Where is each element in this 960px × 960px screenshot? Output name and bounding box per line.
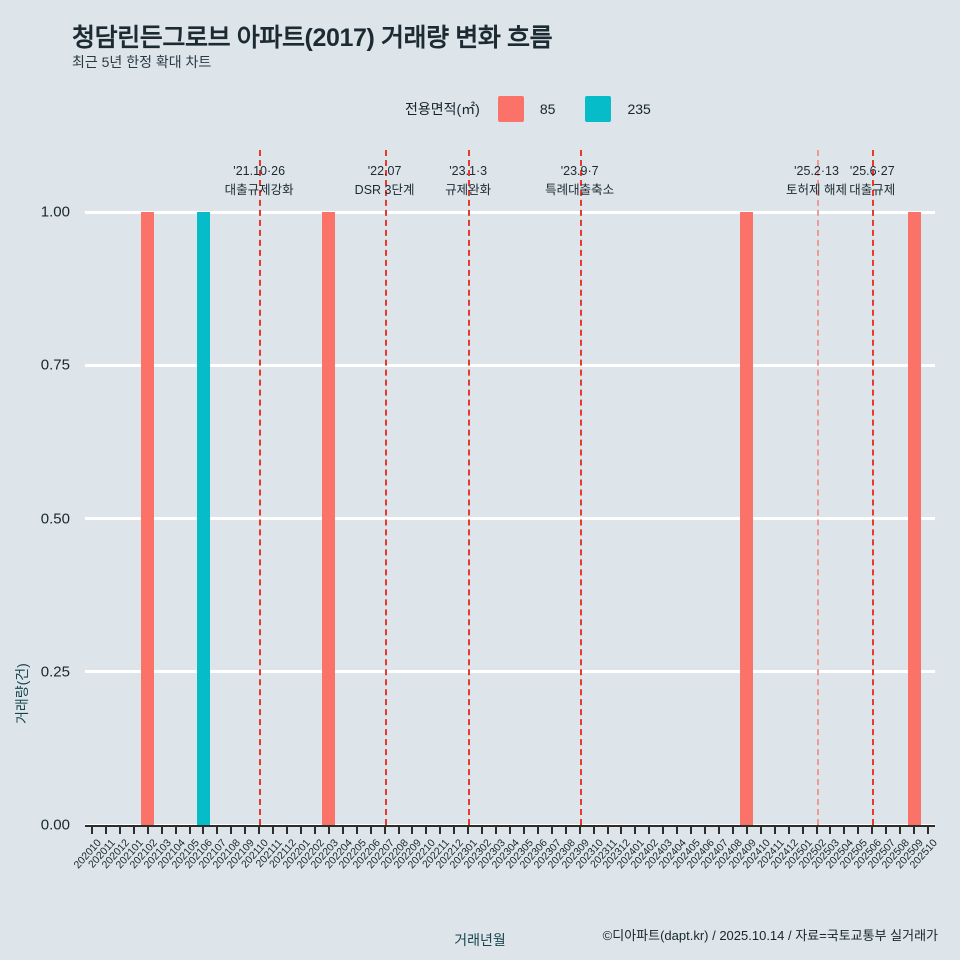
legend-label: 235: [627, 101, 651, 117]
y-tick-label: 0.25: [40, 663, 70, 681]
x-tick: [216, 826, 219, 834]
x-tick: [634, 826, 637, 834]
x-tick: [704, 826, 707, 834]
plot-area: '21.10·26 대출규제강화 '22.07 DSR 3단계 '23.1·3 규제완화 '…: [85, 150, 935, 827]
x-tick: [509, 826, 511, 834]
x-tick: [341, 826, 344, 834]
x-tick: [662, 826, 665, 834]
gridline: [85, 210, 935, 214]
x-tick: [648, 826, 651, 834]
y-tick-label: 0.50: [40, 510, 70, 527]
x-tick: [857, 826, 860, 834]
x-tick: [899, 826, 902, 834]
x-tick: [313, 826, 316, 834]
event-line-202309: [579, 150, 582, 825]
x-tick: [90, 826, 93, 834]
bar-85-202509[interactable]: [907, 212, 921, 825]
x-tick: [522, 826, 525, 834]
gridline: [85, 670, 935, 674]
x-tick: [690, 826, 693, 834]
x-tick: [495, 826, 498, 834]
event-line-202502: [816, 150, 819, 825]
x-tick: [132, 826, 135, 834]
x-tick: [843, 826, 846, 834]
legend-label: 85: [539, 101, 556, 117]
chart-legend: 전용면적(㎡) 85 235: [405, 96, 681, 122]
x-tick: [244, 826, 247, 834]
x-tick: [272, 826, 275, 834]
x-tick: [258, 826, 261, 834]
y-axis-title: 거래량(건): [14, 663, 30, 724]
x-tick: [578, 826, 581, 834]
event-line-202110: [259, 150, 262, 825]
x-tick: [202, 826, 205, 834]
x-tick: [885, 826, 888, 834]
event-line-202506: [872, 150, 875, 825]
y-tick-label: 1.00: [40, 203, 70, 221]
x-tick: [759, 826, 762, 834]
legend-swatch-icon: [585, 96, 612, 122]
event-line-202301: [468, 150, 471, 825]
page-subtitle: 최근 5년 한정 확대 차트: [72, 54, 212, 70]
x-tick: [550, 826, 553, 834]
x-tick: [606, 826, 609, 834]
x-tick: [801, 826, 804, 834]
x-tick: [731, 826, 734, 834]
x-tick: [383, 826, 386, 834]
x-tick: [676, 826, 679, 834]
bar-235-202106[interactable]: [196, 212, 210, 825]
x-tick: [355, 826, 358, 834]
x-axis-title: 거래년월: [454, 932, 506, 948]
x-tick: [118, 826, 121, 834]
x-tick: [718, 826, 721, 834]
x-tick: [425, 826, 428, 834]
x-tick: [453, 826, 456, 834]
x-tick: [620, 826, 623, 834]
x-tick: [146, 826, 149, 834]
x-tick: [104, 826, 107, 834]
legend-swatch-icon: [497, 96, 524, 122]
legend-item-235[interactable]: 235: [585, 96, 674, 122]
x-tick: [160, 826, 163, 834]
x-tick: [815, 826, 818, 834]
x-tick: [467, 826, 470, 834]
gridline: [85, 517, 935, 520]
x-tick: [369, 826, 372, 834]
bar-85-202203[interactable]: [322, 212, 336, 825]
y-axis: 거래량(건) 0.00 0.25 0.50 0.75 1.00: [0, 204, 78, 834]
x-tick: [773, 826, 776, 834]
gridline: [85, 363, 935, 367]
legend-items: 85 235: [497, 96, 681, 122]
event-line-202207: [384, 150, 387, 825]
x-tick: [592, 826, 595, 834]
legend-item-85[interactable]: 85: [497, 96, 580, 122]
x-tick: [397, 826, 400, 834]
page-title: 청담린든그로브 아파트(2017) 거래량 변화 흐름: [72, 24, 553, 52]
x-tick: [439, 826, 442, 834]
x-tick: [564, 826, 567, 834]
bar-85-202102[interactable]: [141, 212, 155, 825]
x-tick: [536, 826, 539, 834]
x-tick: [411, 826, 414, 834]
x-tick: [327, 826, 330, 834]
x-axis: 202010 202011 202012 202101 202102 202103 2021…: [72, 825, 940, 905]
x-tick: [913, 826, 916, 834]
x-tick: [829, 826, 832, 834]
x-tick: [927, 826, 930, 834]
x-tick: [299, 826, 302, 834]
x-tick: [286, 826, 289, 834]
y-tick-label: 0.75: [40, 356, 70, 374]
legend-title: 전용면적(㎡): [405, 101, 480, 117]
x-tick: [481, 826, 484, 834]
bar-85-202409[interactable]: [740, 212, 754, 825]
x-tick: [188, 826, 191, 834]
x-tick: [871, 826, 874, 834]
x-tick: [230, 826, 233, 834]
x-tick: [174, 826, 177, 834]
x-tick: [787, 826, 790, 834]
x-tick: [745, 826, 748, 834]
y-tick-label: 0.00: [40, 816, 70, 834]
footer-credit: ©디아파트(dapt.kr) / 2025.10.14 / 자료=국토교통부 실…: [602, 928, 938, 943]
